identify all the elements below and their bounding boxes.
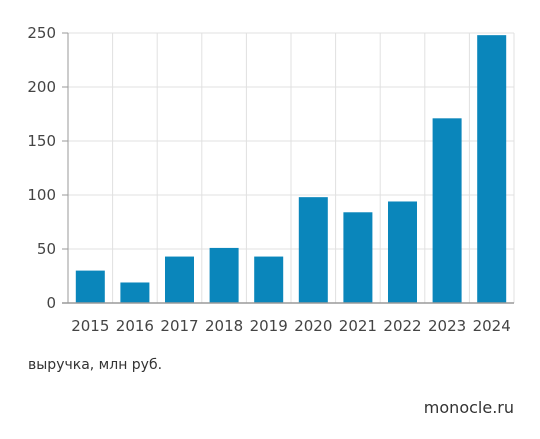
x-tick-label: 2020	[294, 317, 332, 335]
bar-2021	[343, 212, 373, 303]
x-tick-label: 2019	[250, 317, 288, 335]
grid-lines	[68, 32, 515, 303]
y-tick-labels: 0 50 100 150 200 250	[27, 24, 56, 312]
x-tick-label: 2018	[205, 317, 243, 335]
bar-2022	[388, 201, 417, 303]
bar-2020	[298, 197, 328, 303]
chart-caption: выручка, млн руб.	[28, 357, 163, 373]
x-tick-label: 2024	[473, 317, 511, 335]
x-tick-label: 2016	[116, 317, 154, 335]
revenue-bar-chart: 0 50 100 150 200 250 2015 2016 2017 2018 2019 2020…	[27, 24, 515, 335]
bar-2018	[209, 247, 239, 303]
bar-2015	[75, 270, 105, 303]
x-tick-label: 2022	[383, 317, 421, 335]
x-tick-label: 2017	[160, 317, 198, 335]
y-tick-label: 150	[27, 132, 56, 150]
x-tick-label: 2015	[71, 317, 109, 335]
bar-2023	[432, 118, 462, 303]
bar-2024	[477, 35, 507, 303]
y-tick-label: 50	[37, 240, 56, 258]
bar-2019	[254, 256, 284, 303]
bar-2016	[120, 282, 150, 303]
axes	[62, 32, 514, 304]
y-tick-label: 0	[46, 294, 56, 312]
y-tick-label: 200	[27, 78, 56, 96]
x-tick-label: 2021	[339, 317, 377, 335]
y-tick-label: 250	[27, 24, 56, 42]
bars	[75, 35, 507, 303]
bar-2017	[165, 256, 194, 303]
x-tick-label: 2023	[428, 317, 466, 335]
y-tick-label: 100	[27, 186, 56, 204]
x-tick-labels: 2015 2016 2017 2018 2019 2020 2021 2022 2023 2024	[71, 317, 511, 335]
brand-label: monocle.ru	[423, 398, 514, 417]
